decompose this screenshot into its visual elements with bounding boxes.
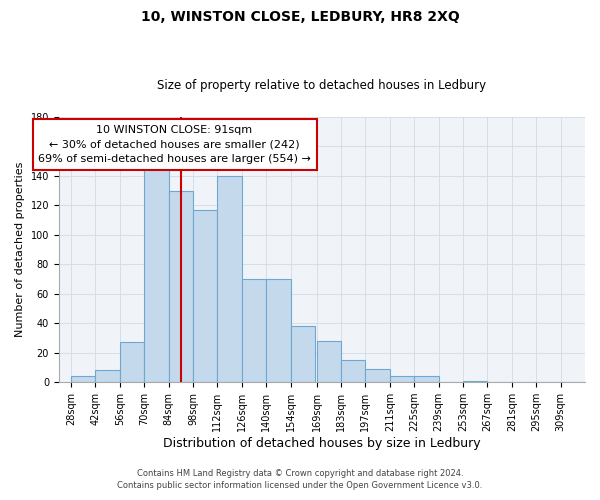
Bar <box>95 370 120 382</box>
Text: 10, WINSTON CLOSE, LEDBURY, HR8 2XQ: 10, WINSTON CLOSE, LEDBURY, HR8 2XQ <box>140 10 460 24</box>
Bar <box>365 369 390 382</box>
Text: Contains HM Land Registry data © Crown copyright and database right 2024.
Contai: Contains HM Land Registry data © Crown c… <box>118 469 482 490</box>
Bar <box>144 168 169 382</box>
Bar <box>193 210 217 382</box>
Bar <box>390 376 414 382</box>
Bar <box>169 190 193 382</box>
Title: Size of property relative to detached houses in Ledbury: Size of property relative to detached ho… <box>157 79 487 92</box>
X-axis label: Distribution of detached houses by size in Ledbury: Distribution of detached houses by size … <box>163 437 481 450</box>
Bar <box>341 360 365 382</box>
Bar <box>120 342 144 382</box>
Bar <box>266 279 290 382</box>
Bar <box>317 341 341 382</box>
Bar <box>290 326 315 382</box>
Bar <box>242 279 266 382</box>
Bar <box>217 176 242 382</box>
Bar <box>463 380 487 382</box>
Y-axis label: Number of detached properties: Number of detached properties <box>15 162 25 337</box>
Text: 10 WINSTON CLOSE: 91sqm
← 30% of detached houses are smaller (242)
69% of semi-d: 10 WINSTON CLOSE: 91sqm ← 30% of detache… <box>38 124 311 164</box>
Bar <box>414 376 439 382</box>
Bar <box>71 376 95 382</box>
